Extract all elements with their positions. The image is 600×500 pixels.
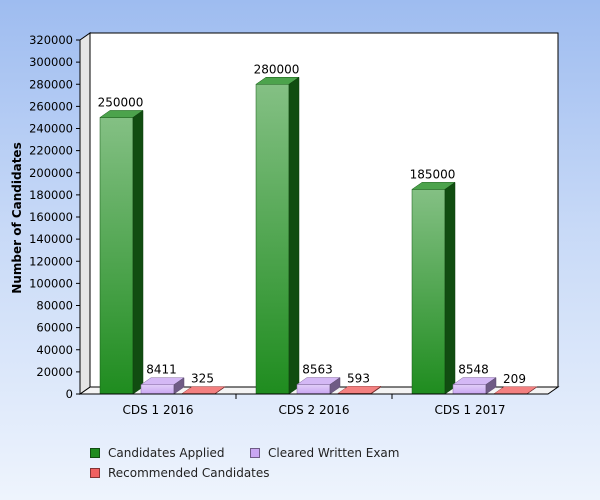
bar-side bbox=[444, 181, 456, 395]
legend-item-cleared-written-exam[interactable]: Cleared Written Exam bbox=[250, 446, 399, 460]
plot-frame bbox=[78, 32, 560, 395]
bar-front bbox=[452, 384, 487, 395]
data-label-candidates-applied-cds-1-2017: 185000 bbox=[410, 167, 456, 181]
bar-front bbox=[255, 84, 290, 395]
y-tick-label: 220000 bbox=[29, 144, 73, 158]
y-tick-label: 40000 bbox=[36, 343, 73, 357]
bar-front bbox=[411, 189, 446, 395]
bar-side bbox=[173, 377, 185, 395]
data-label-cleared-written-exam-cds-2-2016: 8563 bbox=[302, 363, 333, 377]
y-tick-label: 140000 bbox=[29, 232, 73, 246]
bar-side bbox=[329, 377, 341, 395]
bar-cleared-written-exam-cds-1-2016[interactable] bbox=[140, 377, 185, 395]
y-tick-label: 180000 bbox=[29, 188, 73, 202]
bar-front bbox=[296, 384, 331, 395]
y-tick-label: 0 bbox=[66, 387, 73, 401]
bar-cleared-written-exam-cds-1-2017[interactable] bbox=[452, 377, 497, 395]
y-tick-label: 320000 bbox=[29, 33, 73, 47]
bar-front bbox=[140, 384, 175, 395]
legend-label-candidates-applied: Candidates Applied bbox=[108, 446, 225, 460]
data-label-candidates-applied-cds-1-2016: 250000 bbox=[98, 95, 144, 109]
y-tick-label: 260000 bbox=[29, 99, 73, 113]
bar-side bbox=[485, 377, 497, 395]
legend-label-cleared-written-exam: Cleared Written Exam bbox=[268, 446, 400, 460]
legend-item-recommended-candidates[interactable]: Recommended Candidates bbox=[90, 466, 270, 480]
y-tick-label: 20000 bbox=[36, 365, 73, 379]
plot-back-wall bbox=[89, 32, 559, 388]
data-label-cleared-written-exam-cds-1-2017: 8548 bbox=[458, 363, 489, 377]
y-tick-label: 100000 bbox=[29, 276, 73, 290]
y-tick-label: 160000 bbox=[29, 210, 73, 224]
y-tick-label: 120000 bbox=[29, 254, 73, 268]
y-axis-label: Number of Candidates bbox=[10, 142, 24, 293]
bar-candidates-applied-cds-2-2016[interactable] bbox=[255, 76, 300, 395]
y-tick-label: 80000 bbox=[36, 299, 73, 313]
data-label-recommended-candidates-cds-1-2016: 325 bbox=[191, 372, 214, 386]
x-tick-label-cds-1-2016: CDS 1 2016 bbox=[122, 403, 193, 417]
bar-candidates-applied-cds-1-2016[interactable] bbox=[99, 109, 144, 395]
y-tick-label: 240000 bbox=[29, 122, 73, 136]
y-axis: 0 20000 40000 60000 80000 100000 120000 140000 1… bbox=[29, 33, 81, 401]
bar-candidates-applied-cds-1-2017[interactable] bbox=[411, 181, 456, 395]
bar-cleared-written-exam-cds-2-2016[interactable] bbox=[296, 377, 341, 395]
data-label-candidates-applied-cds-2-2016: 280000 bbox=[254, 62, 300, 76]
legend-swatch-recommended-candidates bbox=[90, 468, 100, 478]
data-labels: 250000 8411 325 280000 8563 593 185000 8548 209 bbox=[98, 62, 526, 386]
data-label-cleared-written-exam-cds-1-2016: 8411 bbox=[146, 363, 177, 377]
y-tick-label: 200000 bbox=[29, 166, 73, 180]
y-tick-label: 300000 bbox=[29, 55, 73, 69]
bar-side bbox=[288, 76, 300, 395]
y-tick-label: 280000 bbox=[29, 77, 73, 91]
legend-swatch-cleared-written-exam bbox=[250, 448, 260, 458]
bar-side bbox=[132, 109, 144, 395]
legend-swatch-candidates-applied bbox=[90, 448, 100, 458]
plot-left-wall bbox=[79, 32, 91, 395]
x-axis: CDS 1 2016 CDS 2 2016 CDS 1 2017 bbox=[80, 393, 548, 417]
bar-front bbox=[99, 117, 134, 395]
bars bbox=[99, 76, 538, 395]
data-label-recommended-candidates-cds-2-2016: 593 bbox=[347, 371, 370, 385]
x-tick-label-cds-1-2017: CDS 1 2017 bbox=[434, 403, 505, 417]
x-tick-label-cds-2-2016: CDS 2 2016 bbox=[278, 403, 349, 417]
legend-item-candidates-applied[interactable]: Candidates Applied bbox=[90, 446, 225, 460]
y-tick-label: 60000 bbox=[36, 321, 73, 335]
legend-label-recommended-candidates: Recommended Candidates bbox=[108, 466, 270, 480]
data-label-recommended-candidates-cds-1-2017: 209 bbox=[503, 372, 526, 386]
